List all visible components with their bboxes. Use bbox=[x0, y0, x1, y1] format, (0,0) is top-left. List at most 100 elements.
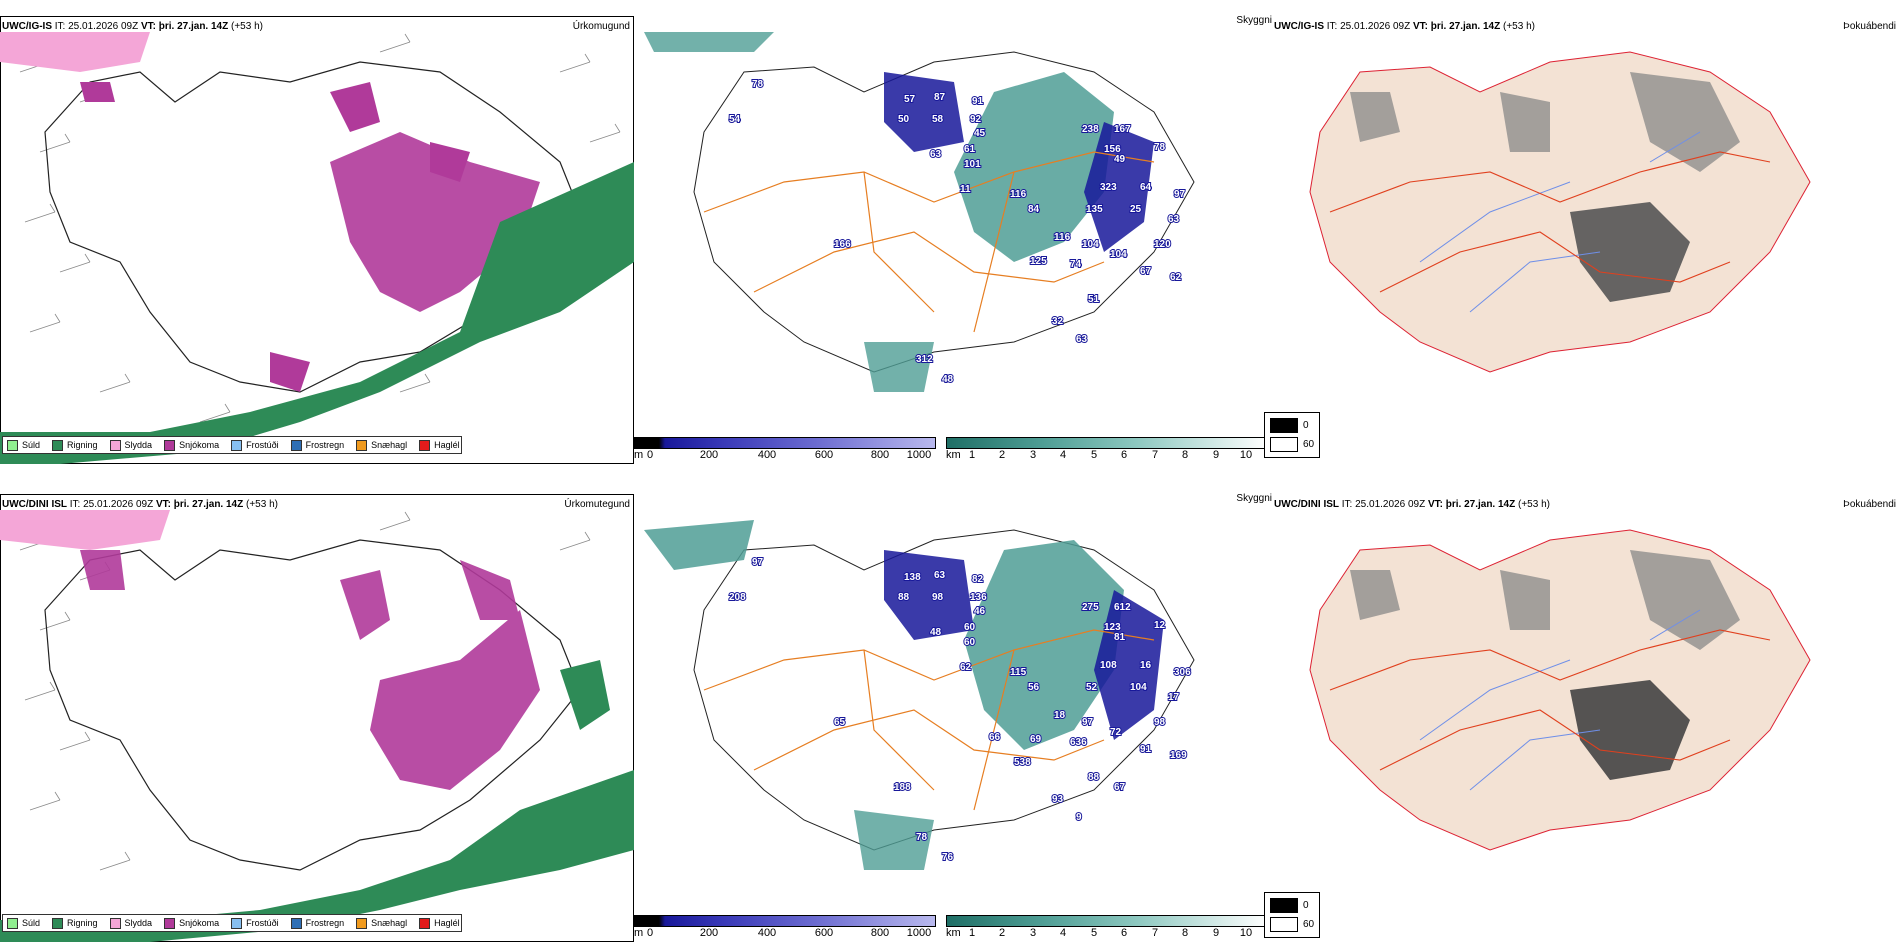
snow-depth-label: 60 bbox=[964, 637, 976, 648]
snow-depth-label: 12 bbox=[1154, 620, 1166, 631]
snow-depth-label: 74 bbox=[1070, 259, 1082, 270]
snow-depth-label: 52 bbox=[1086, 682, 1098, 693]
snow-depth-label: 9 bbox=[1076, 812, 1082, 823]
visibility-panel-bottom: 97 208 138 88 98 48 60 60 62 63 82 136 46 275 612 123 81… bbox=[634, 490, 1274, 942]
legend-item: Snæhagl bbox=[356, 917, 407, 929]
legend-swatch bbox=[164, 917, 176, 929]
sleet-region bbox=[0, 32, 150, 72]
snow-depth-label: 49 bbox=[1114, 154, 1126, 165]
colorbar-tick: 9 bbox=[1212, 449, 1220, 461]
legend-swatch bbox=[7, 439, 18, 451]
precip-title: Úrkomutegund bbox=[564, 499, 630, 510]
snow-depth-label: 67 bbox=[1140, 266, 1152, 277]
legend-item: Frostúði bbox=[231, 917, 279, 929]
colorbar-tick: 4 bbox=[1059, 449, 1067, 461]
colorbar-gradient bbox=[634, 437, 936, 449]
sleet-region bbox=[0, 510, 170, 550]
colorbar-tick: 2 bbox=[998, 927, 1006, 939]
legend-swatch bbox=[231, 439, 243, 451]
panel-title: UWC/IG-IS IT: 25.01.2026 09Z VT: þri. 27… bbox=[2, 21, 263, 32]
legend-value: 0 bbox=[1303, 900, 1309, 911]
precip-title: Úrkomugund bbox=[572, 21, 630, 32]
visibility-panel-top: 78 54 57 50 58 63 61 101 11 87 91 92 45 238 167 156 49 78… bbox=[634, 12, 1274, 464]
colorbar-tick: 6 bbox=[1120, 927, 1128, 939]
legend-swatch bbox=[356, 439, 368, 451]
snow-region bbox=[80, 550, 540, 790]
precip-legend: Súld Rigning Slydda Snjókoma Frostúði Fr… bbox=[2, 914, 462, 932]
colorbar-tick: 5 bbox=[1090, 449, 1098, 461]
legend-item: Frostregn bbox=[290, 439, 344, 451]
snow-depth-label: 78 bbox=[752, 79, 764, 90]
snow-depth-label: 67 bbox=[1114, 782, 1126, 793]
legend-swatch-white bbox=[1270, 917, 1298, 932]
colorbar-tick: 6 bbox=[1120, 449, 1128, 461]
snow-depth-label: 51 bbox=[1088, 294, 1100, 305]
river-network bbox=[1419, 609, 1701, 791]
snow-depth-label: 98 bbox=[1154, 717, 1166, 728]
colorbar-tick: 0 bbox=[646, 449, 654, 461]
colorbar-tick: 7 bbox=[1151, 449, 1159, 461]
visibility-region bbox=[854, 810, 934, 870]
snow-depth-label: 63 bbox=[1076, 334, 1088, 345]
fog-map-top bbox=[1309, 51, 1811, 373]
snow-depth-label: 58 bbox=[932, 114, 944, 125]
precip-type-panel-top: UWC/IG-IS IT: 25.01.2026 09Z VT: þri. 27… bbox=[0, 12, 634, 464]
snow-depth-label: 25 bbox=[1130, 204, 1142, 215]
precip-map-bottom bbox=[0, 510, 634, 942]
legend-swatch bbox=[290, 439, 302, 451]
snow-depth-label: 188 bbox=[894, 782, 911, 793]
legend-swatch bbox=[290, 917, 302, 929]
snow-depth-label: 32 bbox=[1052, 316, 1064, 327]
map-frame bbox=[0, 494, 634, 942]
snow-depth-label: 169 bbox=[1170, 750, 1187, 761]
precip-legend: Súld Rigning Slydda Snjókoma Frostúði Fr… bbox=[2, 436, 462, 454]
legend-swatch-black bbox=[1270, 418, 1298, 433]
colorbar-tick: 2 bbox=[998, 449, 1006, 461]
snow-depth-label: 92 bbox=[970, 114, 982, 125]
snow-depth-label: 538 bbox=[1014, 757, 1031, 768]
colorbar-tick: 10 bbox=[1239, 449, 1253, 461]
snow-depth-label: 87 bbox=[934, 92, 946, 103]
colorbar-tick: 200 bbox=[699, 927, 719, 939]
snow-depth-label: 612 bbox=[1114, 602, 1131, 613]
snow-depth-label: 208 bbox=[729, 592, 746, 603]
precip-type-panel-bottom: UWC/DINI ISL IT: 25.01.2026 09Z VT: þri.… bbox=[0, 490, 634, 942]
snow-depth-label: 78 bbox=[1154, 142, 1166, 153]
snow-depth-label: 62 bbox=[960, 662, 972, 673]
precip-map-top bbox=[0, 32, 634, 464]
snow-depth-label: 97 bbox=[1082, 717, 1094, 728]
snow-depth-label: 76 bbox=[942, 852, 954, 863]
colorbar-unit: m bbox=[634, 927, 644, 939]
snow-depth-label: 323 bbox=[1100, 182, 1117, 193]
snow-depth-label: 125 bbox=[1030, 256, 1047, 267]
fog-legend: 0 60 bbox=[1264, 892, 1320, 938]
snow-depth-label: 93 bbox=[1052, 794, 1064, 805]
legend-value: 60 bbox=[1303, 919, 1315, 930]
legend-item: Frostúði bbox=[231, 439, 279, 451]
snow-depth-label: 54 bbox=[729, 114, 741, 125]
snow-depth-label: 167 bbox=[1114, 124, 1131, 135]
colorbar-tick: 8 bbox=[1181, 927, 1189, 939]
fog-region bbox=[1570, 202, 1690, 302]
snow-depth-label: 18 bbox=[1054, 710, 1066, 721]
snow-depth-label: 136 bbox=[970, 592, 987, 603]
snow-depth-label: 65 bbox=[834, 717, 846, 728]
colorbar-tick: 1 bbox=[968, 449, 976, 461]
snow-depth-label: 101 bbox=[964, 159, 981, 170]
snow-depth-label: 166 bbox=[834, 239, 851, 250]
snow-depth-label: 104 bbox=[1082, 239, 1099, 250]
legend-swatch-white bbox=[1270, 437, 1298, 452]
legend-swatch bbox=[52, 439, 64, 451]
legend-swatch bbox=[7, 917, 18, 929]
colorbar-tick: 800 bbox=[870, 449, 890, 461]
snow-depth-label: 63 bbox=[930, 149, 942, 160]
snow-depth-label: 104 bbox=[1110, 249, 1127, 260]
colorbar-tick: 10 bbox=[1239, 927, 1253, 939]
colorbar-tick: 600 bbox=[814, 927, 834, 939]
road-network bbox=[703, 151, 1155, 333]
snow-depth-label: 82 bbox=[972, 574, 984, 585]
snow-depth-label: 63 bbox=[1168, 214, 1180, 225]
snow-depth-label: 104 bbox=[1130, 682, 1147, 693]
snow-depth-colorbar: m 0 200 400 600 800 1000 bbox=[634, 915, 936, 941]
